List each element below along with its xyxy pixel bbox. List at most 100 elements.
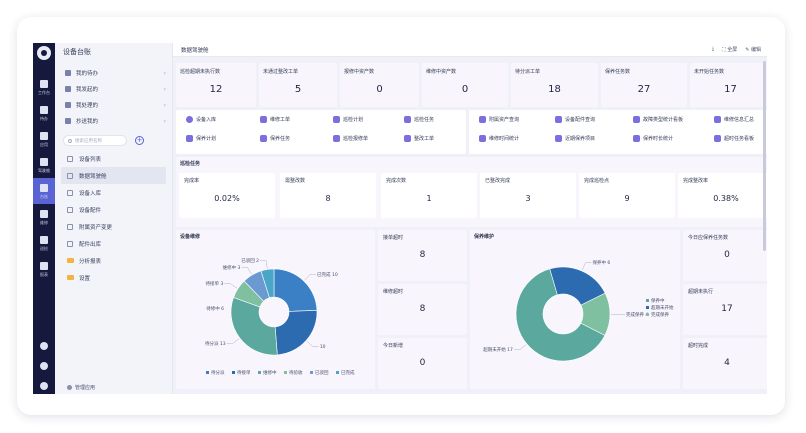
item-icon bbox=[67, 189, 73, 196]
quick-action-icon bbox=[714, 116, 721, 123]
pie-slice[interactable] bbox=[273, 268, 318, 312]
side-stat[interactable]: 超期未执行 17 bbox=[683, 284, 767, 335]
label-leader bbox=[260, 260, 268, 269]
side-stat-label: 今日新增 bbox=[383, 343, 404, 349]
rail-icon bbox=[40, 79, 48, 88]
gear-icon[interactable] bbox=[40, 382, 48, 390]
stat-label: 完成率 bbox=[184, 178, 200, 184]
quick-action-icon bbox=[186, 116, 193, 123]
add-button[interactable]: + bbox=[135, 136, 144, 145]
kpi-label: 未通过整改工单 bbox=[263, 69, 299, 75]
sidebar: 设备台账 我的待办 › 我发起的 › 我处理的 › 抄送我的 › 搜索应用名称 + 设备列表数… bbox=[55, 43, 173, 394]
side-stat[interactable]: 接单超时 8 bbox=[378, 230, 467, 281]
side-stat[interactable]: 今日应保养任务数 0 bbox=[683, 230, 767, 281]
manage-app-link[interactable]: 管理应用 bbox=[67, 384, 95, 391]
sidebar-item-2[interactable]: 设备入库 bbox=[61, 184, 166, 201]
side-stat-value: 8 bbox=[419, 250, 426, 260]
pie-slice[interactable] bbox=[580, 292, 611, 336]
inspection-stat[interactable]: 完成巡检点 9 bbox=[579, 173, 675, 218]
quick-action[interactable]: 巡检任务 bbox=[404, 116, 434, 123]
pie-slice[interactable] bbox=[274, 310, 318, 356]
sidebar-item-3[interactable]: 设备配件 bbox=[61, 201, 166, 218]
quick-action[interactable]: 故障类型统计看板 bbox=[633, 116, 683, 123]
side-stat[interactable]: 维修超时 8 bbox=[378, 284, 467, 335]
inspection-stat[interactable]: 完成次数 1 bbox=[381, 173, 477, 218]
side-stat[interactable]: 超时完成 4 bbox=[683, 338, 767, 389]
group-icon bbox=[65, 86, 71, 92]
kpi-card[interactable]: 巡检超期未执行数 12 bbox=[176, 63, 256, 107]
quick-action[interactable]: 设备配件查询 bbox=[555, 116, 595, 123]
quick-actions-right: 附属资产查询 设备配件查询 故障类型统计看板 维修信息汇总维修时间统计 近期保养项目 保养… bbox=[469, 110, 767, 154]
sidebar-item-1[interactable]: 数据驾驶舱 bbox=[61, 167, 166, 184]
quick-action[interactable]: 巡检计划 bbox=[333, 116, 363, 123]
download-icon[interactable]: ⤓ bbox=[711, 46, 715, 52]
scrollbar[interactable] bbox=[763, 61, 766, 251]
quick-action[interactable]: 超时任务看板 bbox=[714, 135, 754, 142]
rail-item-4[interactable]: 台账 bbox=[33, 178, 55, 204]
manage-app-label: 管理应用 bbox=[75, 385, 96, 391]
kpi-card[interactable]: 报修中资产数 0 bbox=[340, 63, 419, 107]
quick-action[interactable]: 巡检报修单 bbox=[333, 135, 368, 142]
quick-action[interactable]: 整改工单 bbox=[404, 135, 434, 142]
pie-slice[interactable] bbox=[230, 297, 278, 356]
rail-item-2[interactable]: 应用 bbox=[33, 126, 55, 152]
kpi-card[interactable]: 未开始任务数 17 bbox=[690, 63, 767, 107]
rail-item-5[interactable]: 维修 bbox=[33, 204, 55, 230]
side-stat-label: 超时完成 bbox=[688, 343, 709, 349]
sidebar-item-5[interactable]: 配件出库 bbox=[61, 235, 166, 252]
help-icon[interactable] bbox=[40, 362, 48, 370]
quick-action[interactable]: 维修时间统计 bbox=[479, 135, 519, 142]
avatar[interactable] bbox=[37, 46, 51, 60]
sidebar-group-3[interactable]: 抄送我的 › bbox=[61, 113, 172, 129]
quick-action[interactable]: 维修信息汇总 bbox=[714, 116, 754, 123]
rail-item-3[interactable]: 驾驶舱 bbox=[33, 152, 55, 178]
pie-slice[interactable] bbox=[260, 268, 275, 299]
inspection-stat[interactable]: 完成整改率 0.38% bbox=[678, 173, 767, 218]
quick-action-icon bbox=[260, 135, 267, 142]
sidebar-item-7[interactable]: 设置 bbox=[61, 269, 166, 286]
sidebar-item-4[interactable]: 附属资产变更 bbox=[61, 218, 166, 235]
stat-label: 完成次数 bbox=[386, 178, 407, 184]
kpi-card[interactable]: 维修中资产数 0 bbox=[422, 63, 508, 107]
sidebar-group-0[interactable]: 我的待办 › bbox=[61, 65, 172, 81]
rail-item-1[interactable]: 待办 bbox=[33, 100, 55, 126]
quick-action-label: 维修时间统计 bbox=[489, 136, 520, 142]
quick-action-icon bbox=[479, 116, 486, 123]
legend-swatch bbox=[646, 313, 649, 316]
quick-action[interactable]: 保养时长统计 bbox=[633, 135, 673, 142]
legend-swatch bbox=[206, 371, 209, 374]
search-input[interactable]: 搜索应用名称 bbox=[63, 135, 127, 146]
search-placeholder: 搜索应用名称 bbox=[75, 138, 102, 144]
sidebar-item-6[interactable]: 分析报表 bbox=[61, 252, 166, 269]
side-stat[interactable]: 今日新增 0 bbox=[378, 338, 467, 389]
quick-action[interactable]: 附属资产查询 bbox=[479, 116, 519, 123]
inspection-stat[interactable]: 完成率 0.02% bbox=[179, 173, 275, 218]
inspection-stat[interactable]: 需整改数 8 bbox=[280, 173, 376, 218]
kpi-card[interactable]: 保养任务数 27 bbox=[601, 63, 687, 107]
label-leader bbox=[306, 341, 319, 347]
sidebar-item-0[interactable]: 设备列表 bbox=[61, 150, 166, 167]
rail-icon bbox=[40, 105, 48, 114]
bell-icon[interactable] bbox=[40, 342, 48, 350]
pie-slice[interactable] bbox=[515, 268, 606, 362]
sidebar-title: 设备台账 bbox=[63, 48, 91, 56]
inspection-stat[interactable]: 已整改完成 3 bbox=[480, 173, 576, 218]
fullscreen-button[interactable]: ⛶ 全屏 bbox=[722, 47, 738, 53]
rail-item-6[interactable]: 巡检 bbox=[33, 230, 55, 256]
label-leader bbox=[226, 338, 240, 344]
quick-action[interactable]: 维修工单 bbox=[260, 116, 290, 123]
sidebar-group-2[interactable]: 我处理的 › bbox=[61, 97, 172, 113]
sidebar-group-1[interactable]: 我发起的 › bbox=[61, 81, 172, 97]
kpi-card[interactable]: 待分派工单 18 bbox=[511, 63, 598, 107]
kpi-card[interactable]: 未通过整改工单 5 bbox=[259, 63, 337, 107]
quick-action[interactable]: 保养任务 bbox=[260, 135, 290, 142]
edit-button[interactable]: ✎ 编辑 bbox=[745, 47, 761, 53]
quick-action-label: 设备入库 bbox=[196, 117, 217, 123]
quick-action[interactable]: 近期保养项目 bbox=[555, 135, 595, 142]
rail-item-0[interactable]: 工作台 bbox=[33, 74, 55, 100]
maintain-title: 保养维护 bbox=[474, 234, 495, 240]
quick-action[interactable]: 设备入库 bbox=[186, 116, 216, 123]
stat-value: 0.38% bbox=[713, 194, 739, 203]
rail-item-7[interactable]: 报表 bbox=[33, 256, 55, 282]
quick-action[interactable]: 保养计划 bbox=[186, 135, 216, 142]
